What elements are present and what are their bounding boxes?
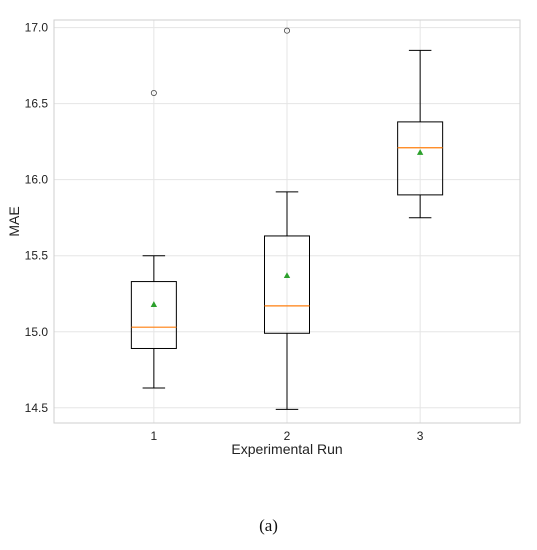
y-axis-label: MAE	[6, 206, 22, 236]
iqr-box	[130, 281, 177, 349]
box-group-run-2	[264, 27, 310, 410]
y-tick-label: 16.0	[25, 173, 49, 187]
box-layer	[130, 27, 444, 410]
mean-marker	[283, 272, 291, 279]
x-tick-label: 1	[151, 429, 158, 443]
mean-marker	[150, 301, 158, 307]
y-tick-label: 15.5	[25, 249, 49, 263]
box-group-run-1	[130, 89, 177, 389]
y-tick-label: 14.5	[25, 401, 49, 415]
plot-frame	[53, 19, 521, 424]
figure-caption: (a)	[259, 516, 278, 535]
box-group-run-3	[397, 49, 444, 219]
outlier-point	[283, 27, 290, 34]
tick-layer: 14.5 15.0 15.5 16.0 16.5 17.0 1 2 3	[25, 21, 424, 443]
x-axis-label: Experimental Run	[231, 441, 342, 457]
outlier-point	[150, 89, 157, 96]
box-plot-chart: 14.5 15.0 15.5 16.0 16.5 17.0 1 2 3 Experimental…	[6, 19, 521, 457]
iqr-box	[264, 235, 310, 334]
y-tick-label: 15.0	[25, 325, 49, 339]
iqr-box	[397, 121, 444, 196]
x-tick-label: 2	[284, 429, 291, 443]
y-tick-label: 17.0	[25, 21, 49, 35]
x-tick-label: 3	[417, 429, 424, 443]
y-tick-label: 16.5	[25, 97, 49, 111]
mean-marker	[416, 149, 424, 155]
